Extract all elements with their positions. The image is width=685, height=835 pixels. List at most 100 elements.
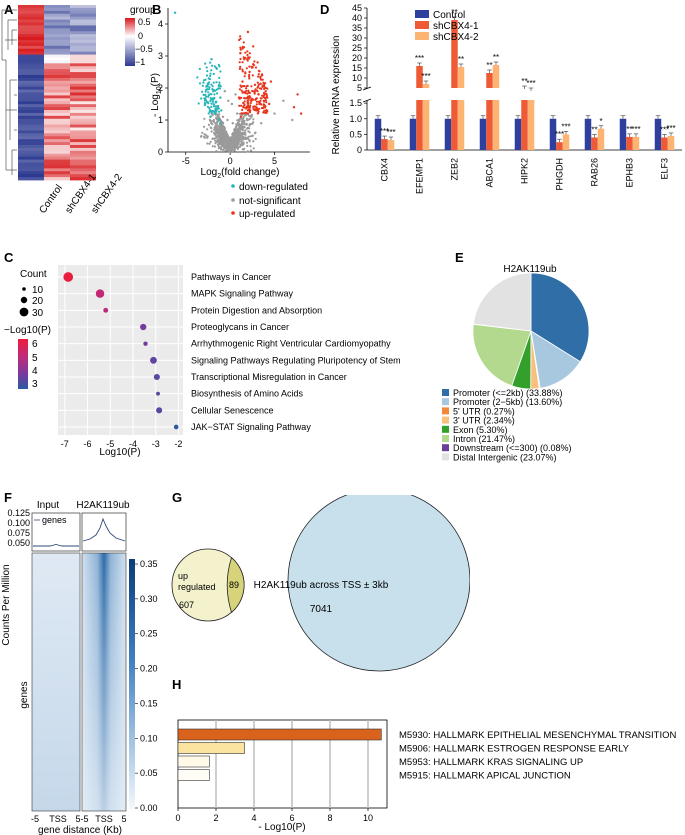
heatmap-cell bbox=[70, 66, 96, 70]
volcano-up-point bbox=[251, 65, 254, 68]
bar-ZEB2-Control bbox=[444, 118, 452, 150]
f-colorbar-tick-label: 0.15 bbox=[140, 698, 158, 708]
bar-significance: *** bbox=[555, 130, 564, 139]
venn-left-label-line1: up bbox=[178, 571, 188, 581]
volcano-point-not-significant bbox=[237, 131, 241, 134]
volcano-point-down-regulated bbox=[219, 96, 222, 99]
volcano-bg-point bbox=[218, 113, 221, 116]
heatmap-cell bbox=[18, 95, 44, 99]
volcano-bg-point bbox=[209, 119, 212, 122]
heatmap-cell bbox=[70, 177, 96, 181]
h-bar bbox=[177, 769, 210, 781]
dotplot-point bbox=[156, 391, 160, 396]
volcano-up-point bbox=[253, 90, 256, 93]
heatmap-cell bbox=[44, 63, 70, 67]
volcano-bg-point bbox=[254, 131, 257, 134]
heatmap-cell bbox=[44, 150, 70, 155]
volcano-down-point bbox=[205, 66, 208, 69]
volcano-up-point bbox=[248, 65, 251, 68]
heatmap-cell bbox=[44, 133, 70, 137]
volcano-up-point bbox=[257, 83, 260, 86]
volcano-bg-point bbox=[221, 148, 224, 152]
volcano-bg-point bbox=[198, 67, 201, 71]
heatmap-cell bbox=[70, 40, 96, 44]
volcano-down-point bbox=[205, 74, 209, 77]
pie-legend-label: 3' UTR (2.34%) bbox=[453, 416, 515, 426]
bar-axis-break bbox=[362, 86, 372, 91]
volcano-up-point bbox=[264, 99, 267, 102]
volcano-point-down-regulated bbox=[213, 112, 217, 115]
volcano-bg-point bbox=[220, 145, 224, 148]
volcano-bg-point bbox=[211, 114, 214, 117]
heatmap-cell bbox=[70, 57, 96, 61]
volcano-bg-point bbox=[197, 102, 200, 105]
volcano-down-point bbox=[213, 93, 216, 96]
volcano-down-point bbox=[213, 65, 216, 68]
volcano-point-up-regulated bbox=[246, 112, 250, 115]
volcano-point-down-regulated bbox=[219, 122, 222, 125]
heatmap-cell bbox=[44, 156, 70, 160]
volcano-up-point bbox=[251, 74, 254, 77]
volcano-bg-point bbox=[213, 145, 216, 148]
volcano-bg-point bbox=[227, 136, 230, 139]
volcano-up-point bbox=[248, 75, 251, 78]
pie-legend-swatch bbox=[442, 416, 449, 424]
bar-HIPK2-Control bbox=[514, 118, 522, 150]
heatmap-cell bbox=[18, 165, 44, 169]
panel-label-h: H bbox=[172, 677, 182, 692]
h-bar bbox=[177, 728, 382, 741]
heatmap-cell bbox=[18, 107, 44, 111]
heatmap-cell bbox=[18, 159, 44, 163]
bar-legend-swatch bbox=[415, 21, 429, 29]
h-category-labels: M5930: HALLMARK EPITHELIAL MESENCHYMAL T… bbox=[399, 730, 676, 782]
pie-slice bbox=[530, 272, 590, 363]
bar-significance: ** bbox=[486, 61, 492, 70]
f-colorbar-tick-label: 0.25 bbox=[140, 629, 158, 639]
heatmap-cell bbox=[70, 86, 96, 90]
heatmap-cell bbox=[18, 136, 44, 140]
heatmap-cell bbox=[44, 45, 70, 50]
count-legend-20: 20 bbox=[32, 296, 44, 307]
volcano-point-down-regulated bbox=[204, 102, 207, 106]
volcano-up-point bbox=[239, 57, 242, 61]
volcano-bg-point bbox=[207, 123, 210, 126]
volcano-bg-point bbox=[228, 142, 231, 145]
pie-legend-swatch bbox=[442, 444, 449, 452]
dotplot-category-label: Pathways in Cancer bbox=[191, 272, 271, 282]
volcano-point-up-regulated bbox=[296, 93, 299, 96]
dotplot-xtick-label: -6 bbox=[84, 439, 92, 449]
volcano-bg-point bbox=[210, 127, 213, 130]
bar-category-label: ABCA1 bbox=[485, 158, 495, 188]
dotplot-xlabel: Log10(P) bbox=[99, 447, 140, 458]
volcano-bg-point bbox=[209, 100, 212, 103]
heatmap-cell bbox=[70, 165, 96, 169]
bar-significance: ** bbox=[591, 126, 597, 135]
bar-ELF3-shCBX4-2 bbox=[667, 135, 675, 150]
heatmap-cell bbox=[18, 168, 44, 172]
dotplot-category-label: Proteoglycans in Cancer bbox=[191, 322, 289, 332]
volcano-point-down-regulated bbox=[216, 106, 219, 109]
volcano-bg-point bbox=[210, 130, 213, 133]
volcano-bg-point bbox=[210, 102, 213, 105]
dotplot-point bbox=[173, 424, 179, 430]
bar-ZEB2-shCBX4-1-upper bbox=[451, 20, 458, 88]
h-category-label: M5906: HALLMARK ESTROGEN RESPONSE EARLY bbox=[399, 744, 630, 755]
h-xtick-label: 8 bbox=[327, 813, 332, 823]
volcano-bg-point bbox=[210, 122, 213, 125]
volcano-down-point bbox=[211, 88, 214, 91]
heatmap-cell bbox=[18, 98, 44, 102]
volcano-bg-point bbox=[201, 131, 204, 134]
f-xtick-0: -5 bbox=[31, 814, 39, 824]
bar-significance: ** bbox=[521, 77, 527, 86]
volcano-point-up-regulated bbox=[268, 102, 271, 106]
heatmap-cell bbox=[44, 28, 70, 32]
volcano-bg-point bbox=[239, 126, 242, 129]
volcano-up-point bbox=[256, 112, 259, 115]
f-profile-ytick-1: 0.100 bbox=[7, 518, 30, 528]
heatmap-cell bbox=[44, 57, 70, 61]
bar-legend-label: Control bbox=[433, 10, 465, 21]
color-legend-3: 3 bbox=[32, 379, 38, 390]
heatmap-cell bbox=[70, 145, 96, 149]
volcano-bg-point bbox=[250, 85, 253, 88]
heatmap-cell bbox=[18, 130, 44, 134]
